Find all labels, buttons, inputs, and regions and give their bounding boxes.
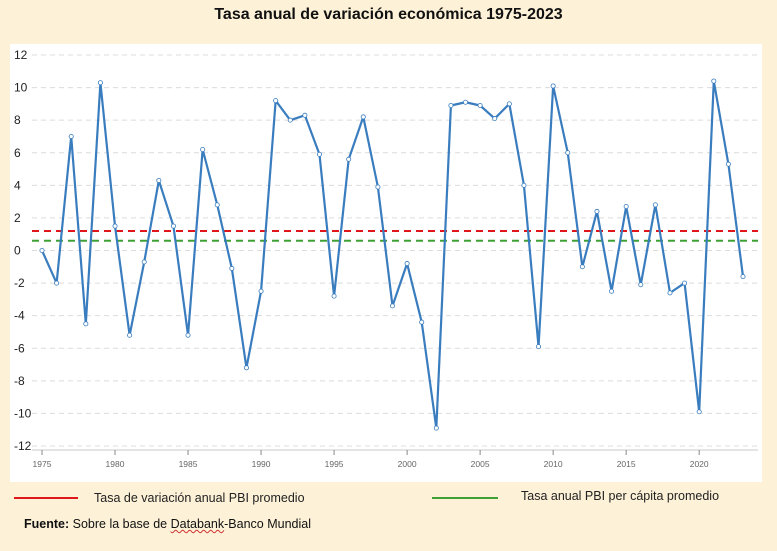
x-tick-label: 2020: [690, 459, 709, 469]
x-tick-label: 1975: [33, 459, 52, 469]
y-tick-label: -8: [14, 374, 25, 388]
y-tick-label: -6: [14, 341, 25, 355]
y-tick-label: -2: [14, 276, 25, 290]
legend-swatch-pbi-per-capita: [432, 497, 498, 499]
source-text-prefix: Sobre la base de: [69, 517, 171, 531]
data-point: [112, 223, 118, 229]
data-point: [550, 83, 556, 89]
x-tick-label: 1995: [325, 459, 344, 469]
data-point: [433, 425, 439, 431]
x-tick-label: 2005: [471, 459, 490, 469]
plot-area: 12 10 8 6 4 2 0 -2 -4 -6 -8 -10 -12 1975 1980 1985 1990 1…: [10, 44, 762, 482]
legend-label-pbi-promedio: Tasa de variación anual PBI promedio: [94, 491, 305, 505]
data-point: [127, 332, 133, 338]
y-tick-label: 2: [14, 211, 21, 225]
y-tick-label: 0: [14, 244, 21, 258]
data-point: [565, 150, 571, 156]
data-point: [331, 293, 337, 299]
data-point: [448, 103, 454, 109]
data-point: [725, 161, 731, 167]
series-line: [40, 79, 745, 430]
data-point: [200, 146, 206, 152]
data-point: [170, 223, 176, 229]
x-tick-label: 2000: [398, 459, 417, 469]
y-tick-label: 8: [14, 113, 21, 127]
data-point: [185, 332, 191, 338]
data-point: [54, 280, 60, 286]
data-point: [521, 182, 527, 188]
source-label: Fuente:: [24, 517, 70, 531]
data-point: [711, 78, 717, 84]
data-point: [258, 288, 264, 294]
y-tick-label: -10: [14, 406, 32, 420]
data-point: [740, 274, 746, 280]
source-text-link: Databank: [170, 517, 225, 531]
y-tick-label: 6: [14, 146, 21, 160]
source-note: Fuente: Sobre la base de Databank-Banco …: [24, 517, 311, 531]
data-point: [68, 133, 74, 139]
y-tick-label: -12: [14, 439, 32, 453]
x-tick-label: 1980: [106, 459, 125, 469]
data-point: [141, 259, 147, 265]
x-tick-label: 1985: [179, 459, 198, 469]
data-point: [652, 202, 658, 208]
source-text-suffix: -Banco Mundial: [224, 517, 311, 531]
data-point: [609, 288, 615, 294]
x-tick-label: 2015: [617, 459, 636, 469]
x-tick-label: 2010: [544, 459, 563, 469]
data-point: [506, 101, 512, 107]
data-point: [682, 280, 688, 286]
data-point: [229, 265, 235, 271]
data-point: [83, 321, 89, 327]
data-point: [243, 365, 249, 371]
data-point: [273, 98, 279, 104]
data-point: [492, 116, 498, 122]
x-tick-label: 1990: [252, 459, 271, 469]
legend-swatch-pbi-promedio: [14, 497, 78, 499]
data-point: [39, 247, 45, 253]
legend-label-pbi-per-capita: Tasa anual PBI per cápita promedio: [521, 489, 720, 503]
data-point: [302, 112, 308, 118]
data-point: [536, 344, 542, 350]
data-point: [594, 208, 600, 214]
y-tick-label: 4: [14, 178, 21, 192]
data-point: [579, 264, 585, 270]
y-tick-label: -4: [14, 309, 25, 323]
data-point: [477, 103, 483, 109]
data-point: [316, 151, 322, 157]
data-point: [214, 202, 220, 208]
data-point: [389, 303, 395, 309]
data-point: [287, 117, 293, 123]
data-point: [638, 282, 644, 288]
data-point: [696, 409, 702, 415]
data-point: [419, 319, 425, 325]
data-point: [97, 80, 103, 86]
data-point: [156, 177, 162, 183]
data-point: [346, 156, 352, 162]
data-point: [667, 290, 673, 296]
chart-title: Tasa anual de variación económica 1975-2…: [214, 6, 563, 23]
data-point: [463, 99, 469, 105]
data-point: [360, 114, 366, 120]
data-point: [623, 204, 629, 210]
data-point: [375, 184, 381, 190]
y-tick-label: 12: [14, 48, 28, 62]
y-tick-label: 10: [14, 81, 28, 95]
data-point: [404, 261, 410, 267]
